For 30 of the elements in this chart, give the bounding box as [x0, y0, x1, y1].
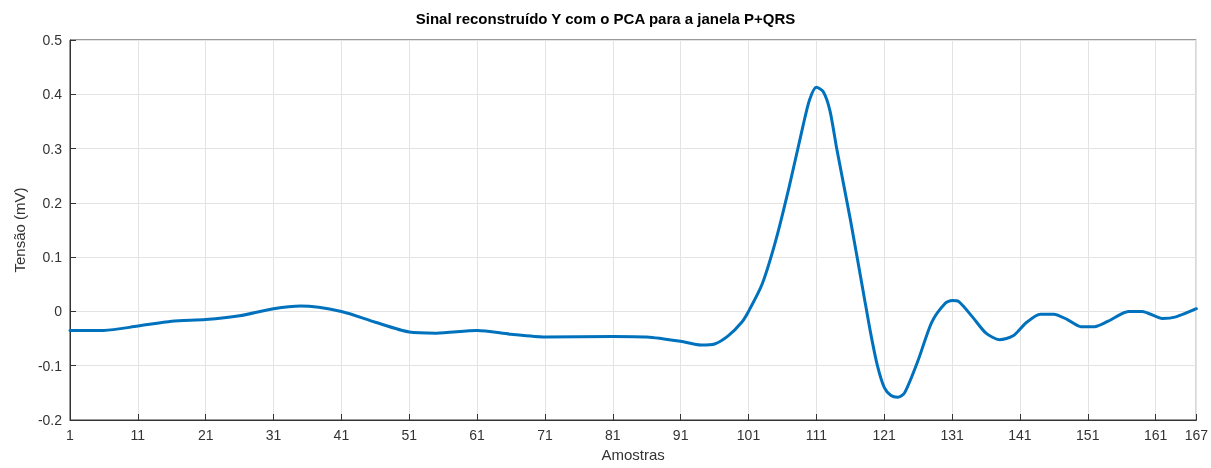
y-tick-label: 0.5 — [42, 32, 63, 48]
x-tick-label: 81 — [605, 427, 621, 443]
y-tick-label: 0.4 — [42, 86, 63, 103]
y-tick-label: 0.1 — [42, 249, 63, 266]
x-tick-label: 31 — [265, 427, 282, 443]
x-tick-label: 21 — [197, 427, 214, 443]
y-tick-label: -0.2 — [37, 412, 63, 428]
x-tick-label: 91 — [672, 427, 689, 443]
y-tick-label: 0.2 — [42, 194, 63, 211]
x-tick-label: 131 — [940, 427, 964, 443]
x-tick-label: 1 — [66, 427, 75, 443]
x-tick-label: 161 — [1143, 427, 1168, 443]
x-tick-label: 61 — [469, 427, 486, 443]
chart-title: Sinal reconstruído Y com o PCA para a janela P+QRS — [415, 10, 796, 27]
x-tick-label: 101 — [736, 427, 761, 443]
x-tick-label: 141 — [1008, 427, 1032, 443]
x-tick-label: 11 — [130, 427, 146, 443]
x-tick-label: 51 — [401, 427, 418, 443]
y-tick-label: 0 — [54, 303, 63, 320]
x-tick-label: 151 — [1076, 427, 1100, 443]
x-tick-label: 167 — [1184, 427, 1209, 443]
y-tick-label: 0.3 — [42, 140, 63, 157]
line-series — [68, 85, 1198, 399]
x-tick-label: 111 — [805, 427, 828, 443]
y-tick-label: -0.1 — [37, 357, 63, 374]
y-axis-title: Tensão (mV) — [10, 187, 28, 273]
x-axis-title: Amostras — [601, 445, 665, 463]
x-tick-label: 41 — [333, 427, 350, 443]
x-tick-label: 121 — [872, 427, 897, 443]
x-tick-label: 71 — [537, 427, 553, 443]
